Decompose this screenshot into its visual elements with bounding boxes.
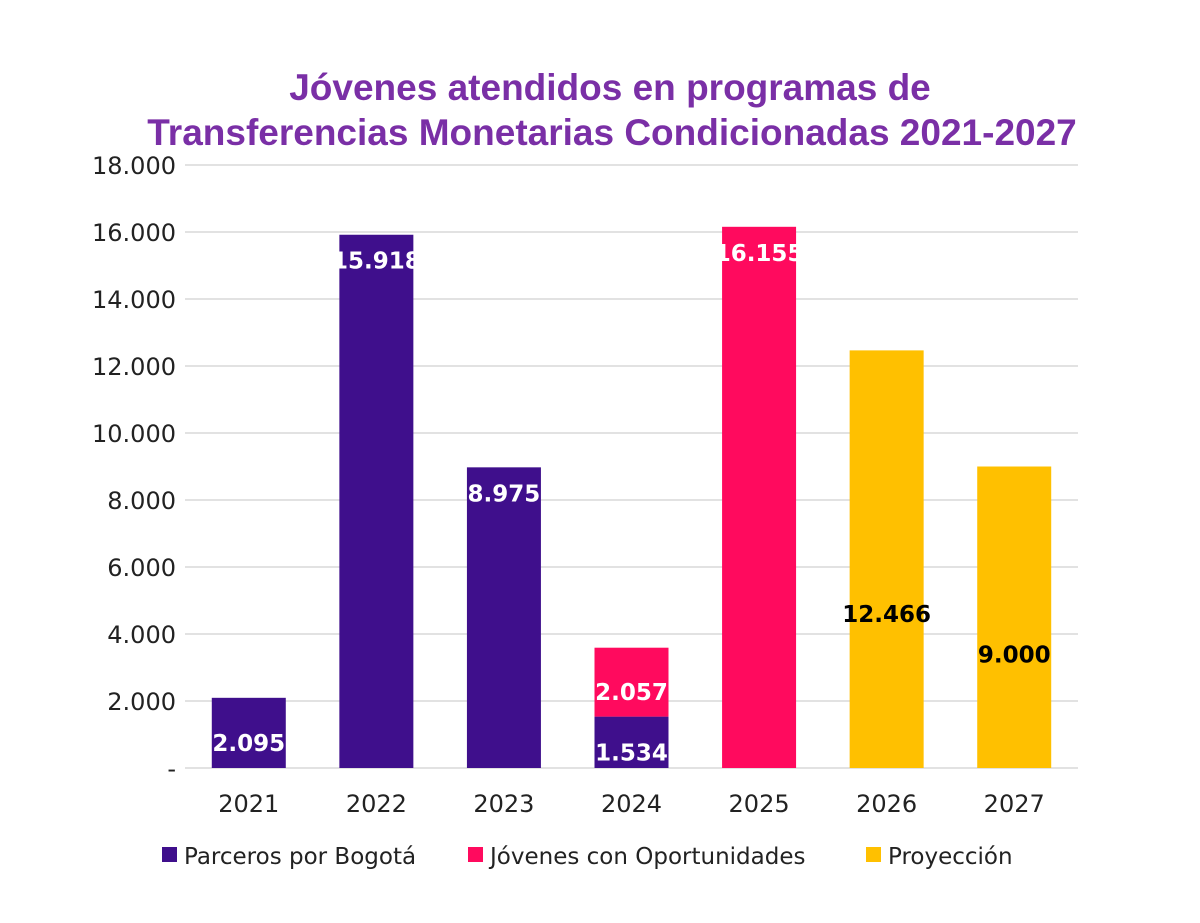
gridlines — [185, 164, 1078, 769]
bars — [211, 226, 1052, 768]
chart-title-line-1: Jóvenes atendidos en programas de — [289, 67, 931, 108]
bar-2021-series-0 — [211, 697, 286, 768]
y-tick-label: 16.000 — [92, 219, 176, 247]
y-tick-label: - — [167, 755, 176, 783]
x-category-label: 2023 — [473, 790, 534, 818]
x-category-label: 2027 — [984, 790, 1045, 818]
data-label-2026-series-2: 12.466 — [842, 602, 931, 628]
data-label-2023-series-0: 8.975 — [468, 481, 541, 507]
data-labels: 2.095 15.918 8.975 1.534 2.057 16.155 12.466 9.… — [212, 241, 1050, 766]
y-tick-label: 4.000 — [107, 621, 176, 649]
y-tick-label: 2.000 — [107, 688, 176, 716]
y-tick-label: 18.000 — [92, 152, 176, 180]
data-label-2027-series-2: 9.000 — [978, 642, 1051, 668]
data-label-2022-series-0: 15.918 — [332, 249, 421, 275]
x-category-label: 2026 — [856, 790, 917, 818]
x-category-label: 2022 — [346, 790, 407, 818]
data-label-2024-series-0: 1.534 — [595, 740, 668, 766]
bar-2023-series-0 — [466, 467, 541, 768]
data-label-2021-series-0: 2.095 — [212, 731, 285, 757]
y-tick-label: 14.000 — [92, 286, 176, 314]
x-category-label: 2024 — [601, 790, 662, 818]
bar-2024-series-0 — [594, 716, 669, 768]
legend-label: Parceros por Bogotá — [184, 844, 416, 870]
bar-2025-series-1 — [722, 226, 797, 768]
chart-title: Jóvenes atendidos en programas de Transf… — [147, 67, 1077, 153]
bar-2027-series-2 — [977, 466, 1052, 768]
legend-swatch — [162, 847, 177, 862]
bar-2024-series-1 — [594, 647, 669, 717]
y-axis-ticks: - 2.000 4.000 6.000 8.000 10.000 12.000 14.000 1… — [92, 152, 176, 783]
x-category-label: 2021 — [218, 790, 279, 818]
data-label-2024-series-1: 2.057 — [595, 680, 668, 706]
data-label-2025-series-1: 16.155 — [715, 241, 804, 267]
legend-label: Jóvenes con Oportunidades — [488, 844, 805, 870]
y-tick-label: 10.000 — [92, 420, 176, 448]
chart-title-line-2: Transferencias Monetarias Condicionadas … — [147, 112, 1077, 153]
legend: Parceros por Bogotá Jóvenes con Oportunid… — [162, 844, 1013, 870]
legend-swatch — [468, 847, 483, 862]
legend-label: Proyección — [888, 844, 1013, 870]
y-tick-label: 6.000 — [107, 554, 176, 582]
y-tick-label: 8.000 — [107, 487, 176, 515]
legend-swatch — [866, 847, 881, 862]
x-category-label: 2025 — [729, 790, 790, 818]
bar-2022-series-0 — [339, 234, 414, 768]
x-axis-categories: 2021 2022 2023 2024 2025 2026 2027 — [218, 790, 1045, 818]
y-tick-label: 12.000 — [92, 353, 176, 381]
bar-2026-series-2 — [849, 350, 924, 768]
